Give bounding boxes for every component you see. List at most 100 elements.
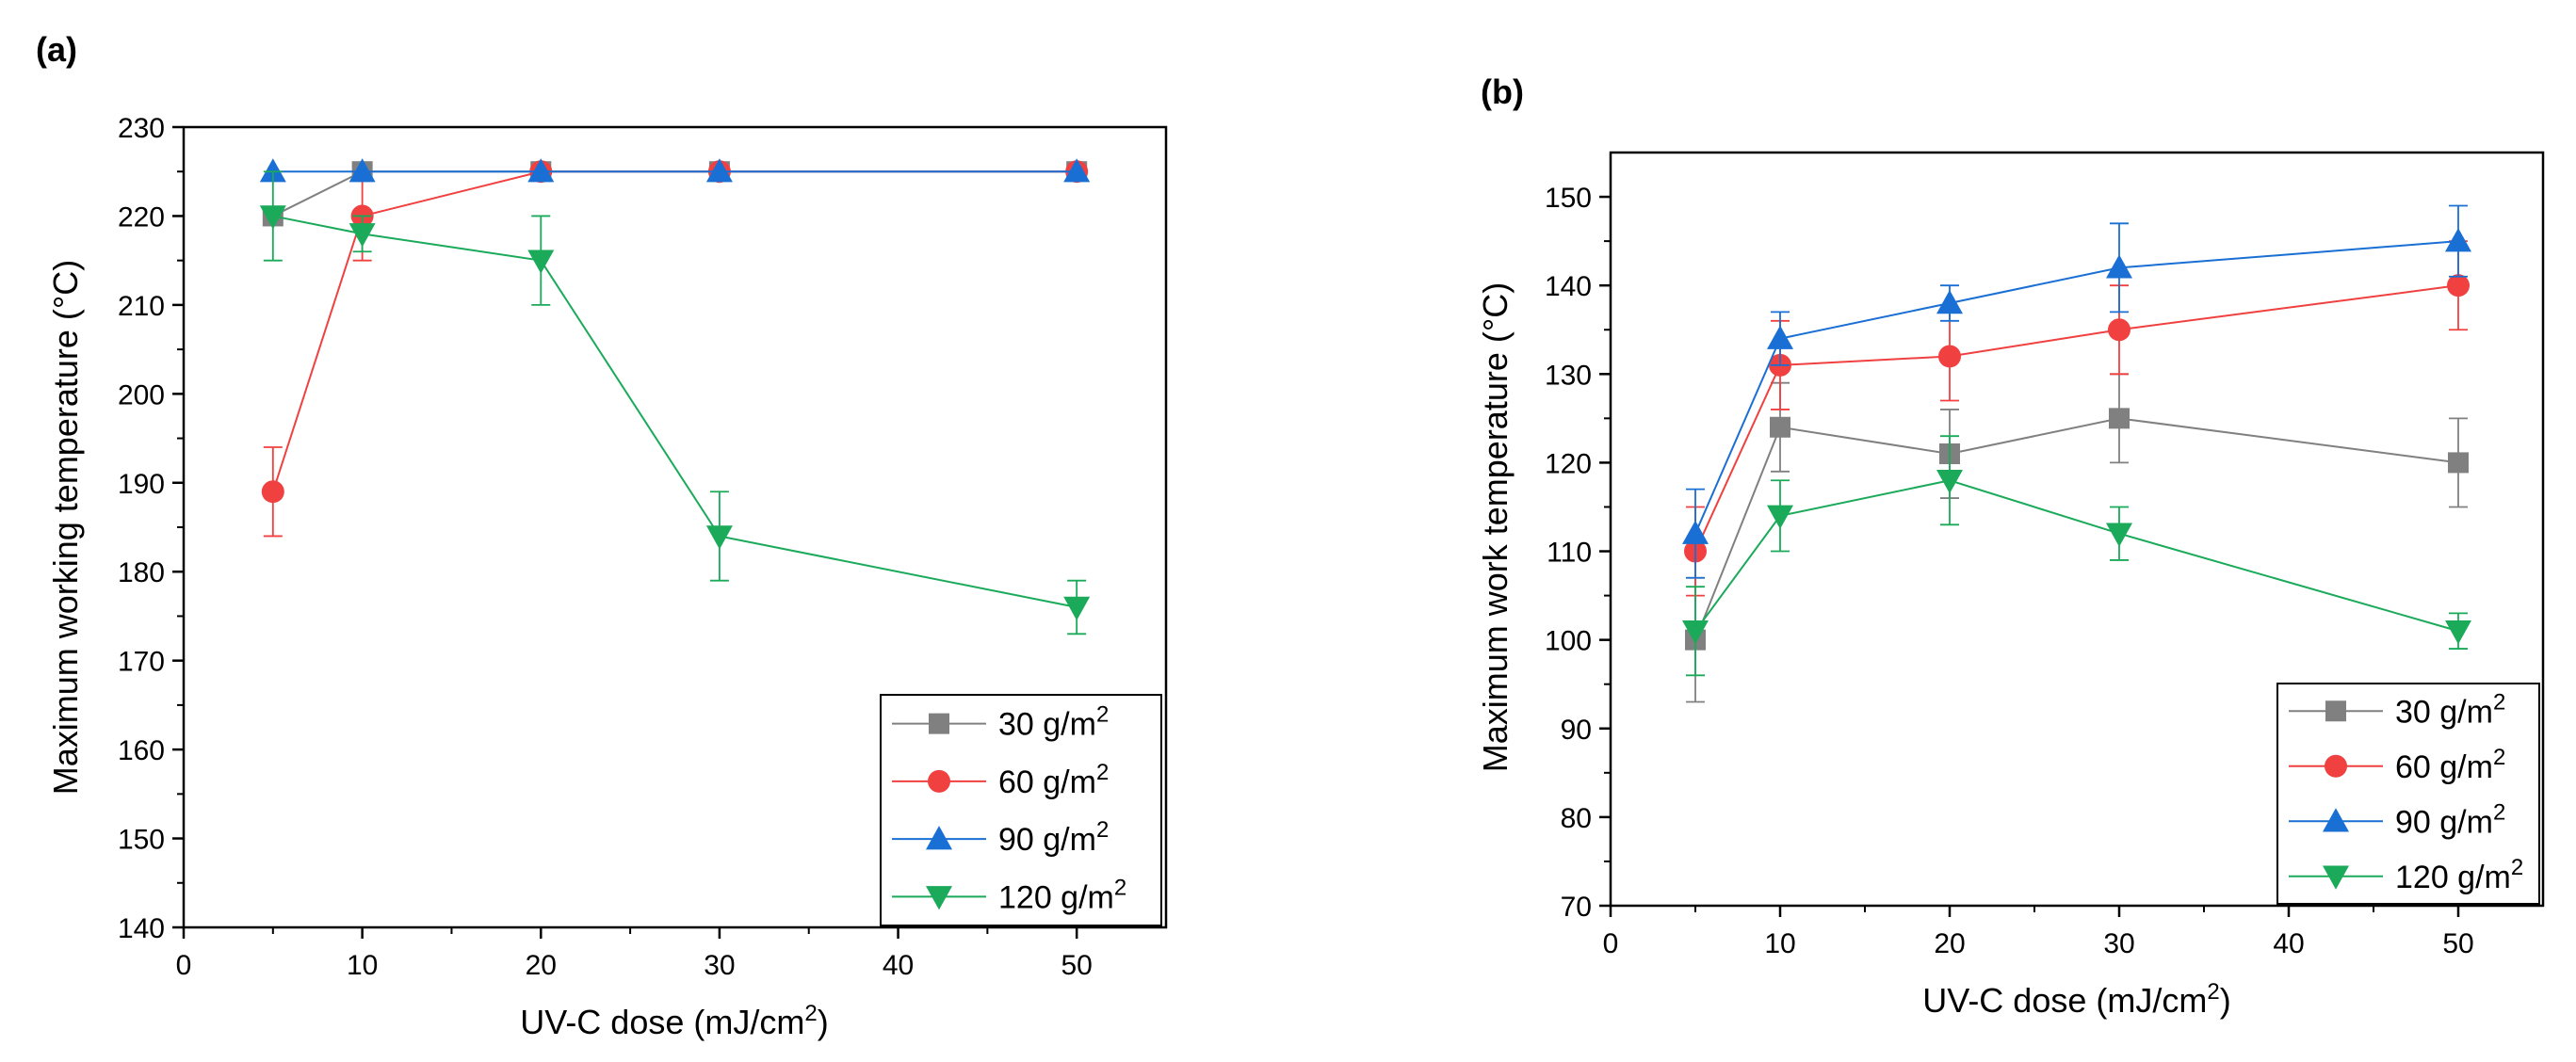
legend-label-sup: 2 (2493, 745, 2505, 770)
series-line (1694, 417, 2459, 641)
legend-marker (926, 826, 952, 850)
series-line (1694, 284, 2459, 552)
series-line (272, 215, 1077, 608)
panel-label: (b) (1481, 72, 1524, 111)
y-tick-label: 180 (118, 557, 165, 588)
series-line (1694, 479, 2459, 633)
x-axis-title: UV-C dose (mJ/cm2) (520, 1001, 828, 1041)
x-tick-label: 50 (1061, 950, 1092, 981)
series-1 (1684, 240, 2470, 597)
plot-frame (1609, 151, 2545, 908)
data-point (1936, 470, 1963, 494)
x-axis-title-sup: 2 (804, 1001, 817, 1026)
legend-label-sup: 2 (1096, 702, 1109, 728)
y-tick-label: 230 (118, 113, 165, 144)
series-3 (1682, 435, 2471, 677)
x-tick-label: 10 (347, 950, 378, 981)
y-tick-label: 140 (1545, 271, 1592, 302)
legend-marker (2325, 754, 2347, 778)
data-point (1682, 520, 1709, 544)
data-point (2448, 452, 2469, 474)
y-tick-label: 150 (1545, 183, 1592, 214)
data-point (259, 205, 286, 230)
legend-label-main: 120 g/m (998, 879, 1114, 915)
data-point (527, 158, 555, 183)
chart-panel-a: (a)0 10 20 30 40 5014015016017018019020021022… (36, 30, 1168, 1041)
y-tick-label: 80 (1561, 803, 1592, 834)
x-tick-label: 30 (2103, 928, 2134, 959)
series-line (272, 170, 1077, 217)
legend-label: 30 g/m2 (2395, 689, 2505, 730)
x-axis-title-end: ) (818, 1003, 829, 1041)
legend-label-main: 30 g/m (2395, 694, 2493, 730)
legend-box (2276, 683, 2540, 905)
series-1 (261, 160, 1089, 538)
data-point (2109, 408, 2130, 429)
x-tick-label: 50 (2442, 928, 2473, 959)
data-point (2106, 254, 2132, 279)
legend-label: 120 g/m2 (998, 875, 1126, 915)
legend-label-sup: 2 (1096, 760, 1109, 785)
x-axis: 0 10 20 30 40 50 (1603, 906, 2474, 959)
data-point (259, 158, 286, 183)
y-axis: 70 80 90 100 110 120 130 140 150 (1545, 183, 1611, 923)
legend-label-sup: 2 (2493, 799, 2505, 825)
legend-label: 60 g/m2 (2395, 745, 2505, 785)
y-tick-label: 210 (118, 291, 165, 322)
x-axis: 0 10 20 30 40 50 (176, 927, 1093, 981)
y-tick-label: 110 (1547, 538, 1592, 569)
legend-marker (929, 713, 949, 734)
legend-marker (2323, 865, 2349, 890)
legend-label: 90 g/m2 (2395, 799, 2505, 840)
data-point (705, 158, 733, 183)
legend-label-main: 60 g/m (2395, 749, 2493, 785)
series-2 (259, 158, 1091, 183)
y-axis: 140 150 160 170 180 190 200 210 220 230 (118, 113, 184, 944)
data-point (348, 158, 376, 183)
y-tick-label: 100 (1545, 626, 1592, 657)
data-point (1063, 158, 1091, 183)
data-point (2108, 318, 2130, 342)
series-line (271, 170, 1077, 492)
data-point (1063, 596, 1091, 620)
data-point (1938, 345, 1961, 368)
x-tick-label: 0 (1603, 928, 1619, 959)
x-tick-label: 30 (704, 950, 735, 981)
data-point (1682, 620, 1709, 645)
legend-label-sup: 2 (1096, 817, 1109, 843)
x-axis-title-main: UV-C dose (mJ/cm (520, 1003, 804, 1041)
x-tick-label: 10 (1764, 928, 1795, 959)
data-point (1767, 505, 1793, 529)
x-axis-title-end: ) (2220, 981, 2231, 1020)
legend-label-main: 60 g/m (998, 764, 1096, 800)
x-axis-title: UV-C dose (mJ/cm2) (1922, 979, 2230, 1020)
data-point (2445, 228, 2471, 252)
legend-label-main: 30 g/m (998, 707, 1096, 743)
legend-marker (2325, 700, 2346, 722)
data-point (2445, 620, 2471, 645)
legend-label-main: 120 g/m (2395, 860, 2511, 895)
data-point (705, 525, 733, 550)
x-tick-label: 40 (883, 950, 914, 981)
chart-panel-b: (b) 0 10 20 30 40 50 70 80 90 100 110 120 130 140 150 UV… (1476, 72, 2545, 1020)
legend-label: 60 g/m2 (998, 760, 1109, 800)
data-point (2447, 274, 2470, 298)
y-tick-label: 70 (1561, 892, 1592, 923)
data-point (527, 249, 555, 274)
series-0 (1685, 373, 2469, 703)
data-point (348, 223, 376, 248)
x-tick-label: 20 (1934, 928, 1965, 959)
x-tick-label: 0 (176, 950, 192, 981)
y-tick-label: 170 (118, 647, 165, 678)
y-axis-title: Maximum working temperature (°C) (46, 260, 85, 796)
y-axis-title: Maximum work temperature (°C) (1476, 282, 1515, 773)
data-point (1767, 325, 1793, 349)
x-tick-label: 40 (2273, 928, 2304, 959)
series-3 (259, 170, 1091, 636)
legend-label-main: 90 g/m (2395, 804, 2493, 840)
x-tick-label: 20 (526, 950, 557, 981)
panel-label: (a) (36, 30, 77, 69)
y-tick-label: 140 (118, 913, 165, 944)
data-point (1936, 290, 1963, 314)
